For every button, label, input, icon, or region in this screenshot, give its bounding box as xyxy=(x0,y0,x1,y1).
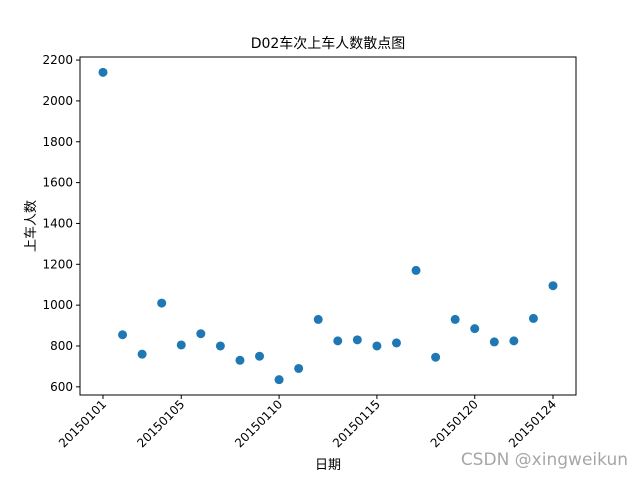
data-point xyxy=(431,352,441,362)
data-point xyxy=(98,67,108,77)
data-point xyxy=(548,281,558,291)
x-tick-label: 20150124 xyxy=(506,397,559,450)
data-point xyxy=(255,351,265,361)
data-point xyxy=(411,265,421,275)
data-point xyxy=(391,338,401,348)
y-tick-label: 1400 xyxy=(42,216,73,230)
y-tick-label: 1800 xyxy=(42,135,73,149)
data-point xyxy=(215,341,225,351)
y-tick-label: 1200 xyxy=(42,257,73,271)
data-point xyxy=(118,330,128,340)
data-point xyxy=(176,340,186,350)
x-tick-label: 20150120 xyxy=(428,397,481,450)
data-point xyxy=(372,341,382,351)
y-tick-label: 1600 xyxy=(42,176,73,190)
x-tick-label: 20150115 xyxy=(330,397,383,450)
y-tick-label: 2200 xyxy=(42,53,73,67)
data-point xyxy=(235,355,245,365)
data-point xyxy=(333,336,343,346)
data-point xyxy=(313,314,323,324)
data-point xyxy=(450,314,460,324)
axes-ticks: 600 800 1000 1200 1400 1600 1800 2000 2200 201501… xyxy=(42,53,559,450)
data-point xyxy=(489,337,499,347)
data-point xyxy=(274,375,284,385)
chart-title: D02车次上车人数散点图 xyxy=(251,35,406,52)
data-point xyxy=(528,313,538,323)
data-point xyxy=(352,335,362,345)
x-tick-label: 20150105 xyxy=(134,397,187,450)
data-point xyxy=(157,298,167,308)
data-point xyxy=(196,329,206,339)
y-axis-label: 上车人数 xyxy=(23,200,39,252)
y-tick-label: 2000 xyxy=(42,94,73,108)
data-points xyxy=(98,67,558,385)
data-point xyxy=(137,349,147,359)
x-tick-label: 20150101 xyxy=(56,397,109,450)
y-tick-label: 600 xyxy=(50,380,73,394)
y-tick-label: 1000 xyxy=(42,298,73,312)
x-tick-label: 20150110 xyxy=(232,397,285,450)
x-axis-label: 日期 xyxy=(315,458,341,473)
data-point xyxy=(470,324,480,334)
data-point xyxy=(294,363,304,373)
data-point xyxy=(509,336,519,346)
watermark: CSDN @xingweikun xyxy=(460,450,628,470)
y-tick-label: 800 xyxy=(50,339,73,353)
plot-frame xyxy=(79,56,577,396)
